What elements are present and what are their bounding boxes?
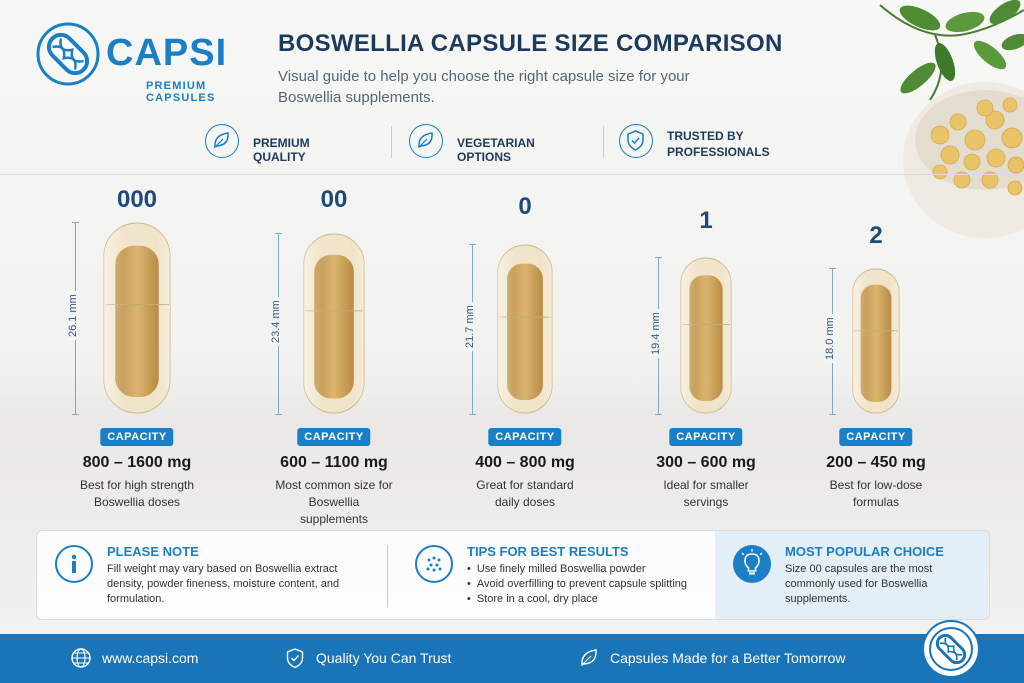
page-title: BOSWELLIA CAPSULE SIZE COMPARISON [278,30,783,57]
length-measure-tick [275,414,282,415]
length-measure-tick [469,414,476,415]
capsule-size-0: 0 21.7 mm CAPACITY 400 – 800 mg Great for st… [435,0,615,530]
shield-check-icon [286,648,304,669]
feature-divider [603,126,604,158]
capsule-description: Best for low-dose formulas [829,478,923,509]
capsule-image [680,257,732,414]
capsule-size-label: 000 [116,186,158,213]
tips-list: Use finely milled Boswellia powder Avoid… [467,562,687,607]
most-popular-text: Size 00 capsules are the most commonly u… [785,563,933,605]
length-measure-tick [829,268,836,269]
feature-label: TRUSTED BY PROFESSIONALS [667,129,770,159]
capsule-image [497,244,553,414]
length-measure-tick [655,257,662,258]
header-divider [0,174,1024,175]
capsule-length-label: 19.4 mm [650,308,662,358]
info-panel: PLEASE NOTE Fill weight may vary based o… [36,530,990,620]
capsule-size-label: 1 [699,207,713,234]
feature-divider [391,126,392,158]
footer-bar: www.capsi.com Quality You Can Trust Caps… [0,634,1024,683]
lightbulb-icon [733,545,771,583]
capsule-description: Best for high strength Boswellia doses [79,478,195,509]
please-note-section: PLEASE NOTE Fill weight may vary based o… [37,531,387,619]
info-divider [387,545,388,607]
brand: CAPSI PREMIUM CAPSULES [36,22,246,104]
length-measure-tick [72,414,79,415]
brand-name: CAPSI [106,32,228,74]
capsule-size-1: 1 19.4 mm CAPACITY 300 – 600 mg Ideal for sm… [616,0,796,530]
length-measure-tick [469,244,476,245]
please-note-title: PLEASE NOTE [107,544,199,559]
capacity-badge: CAPACITY [100,428,174,446]
globe-icon [71,648,91,668]
length-measure-tick [829,414,836,415]
footer-quality-label: Quality You Can Trust [316,650,452,666]
length-measure-tick [655,414,662,415]
tip-item: Use finely milled Boswellia powder [467,562,687,577]
capacity-range: 200 – 450 mg [826,454,926,471]
capsule-size-00: 00 23.4 mm CAPACITY 600 – 1100 mg Most commo… [244,0,424,530]
capsule-image [303,233,365,414]
feature-strip: PREMIUM QUALITY VEGETARIAN OPTIONS TRUST… [205,120,805,164]
info-icon [55,545,93,583]
capsule-size-label: 2 [869,222,883,249]
capsule-size-label: 0 [518,193,532,220]
capsule-length-label: 23.4 mm [270,296,282,346]
please-note-text: Fill weight may vary based on Boswellia … [107,563,340,605]
capsule-description: Ideal for smaller servings [663,478,749,509]
capacity-badge: CAPACITY [669,428,743,446]
capsule-length-label: 26.1 mm [67,291,79,340]
capacity-range: 400 – 800 mg [475,454,575,471]
tips-title: TIPS FOR BEST RESULTS [467,544,629,559]
capsule-length-label: 21.7 mm [464,302,476,351]
tips-section: TIPS FOR BEST RESULTS Use finely milled … [397,531,717,619]
capsule-image [852,268,900,414]
capsule-image [103,222,171,414]
feature-label: PREMIUM QUALITY [253,136,310,164]
feature-label: VEGETARIAN OPTIONS [457,136,535,164]
length-measure-tick [72,222,79,223]
powder-dots-icon [415,545,453,583]
most-popular-title: MOST POPULAR CHOICE [785,544,944,559]
capsule-length-label: 18.0 mm [824,314,836,363]
capacity-badge: CAPACITY [488,428,562,446]
capsule-dna-logo-icon [929,627,973,671]
capsule-description: Most common size for Boswellia supplemen… [275,478,393,526]
leaf-icon [581,649,597,667]
capacity-range: 300 – 600 mg [656,454,756,471]
tip-item: Store in a cool, dry place [467,592,687,607]
capsule-seal-badge [922,620,980,678]
capacity-range: 600 – 1100 mg [280,454,388,471]
length-measure-tick [275,233,282,234]
shield-check-icon [619,124,653,158]
capsule-size-2: 2 18.0 mm CAPACITY 200 – 450 mg Best for low… [786,0,966,530]
brand-tagline: PREMIUM CAPSULES [146,80,216,104]
footer-tagline-label: Capsules Made for a Better Tomorrow [610,650,846,666]
capsule-description: Great for standard daily doses [476,478,574,509]
capsule-size-000: 000 26.1 mm CAPACITY 800 – 1600 mg Best for … [47,0,227,530]
capsule-dna-logo-icon [36,22,100,86]
leaf-icon [409,124,443,158]
capacity-badge: CAPACITY [839,428,913,446]
tip-item: Avoid overfilling to prevent capsule spl… [467,577,687,592]
capsule-size-label: 00 [320,186,348,213]
leaf-icon [205,124,239,158]
capacity-range: 800 – 1600 mg [82,454,192,471]
page-subtitle: Visual guide to help you choose the righ… [278,68,690,106]
capacity-badge: CAPACITY [297,428,371,446]
most-popular-section: MOST POPULAR CHOICE Size 00 capsules are… [715,531,989,619]
footer-website-label[interactable]: www.capsi.com [102,650,199,666]
